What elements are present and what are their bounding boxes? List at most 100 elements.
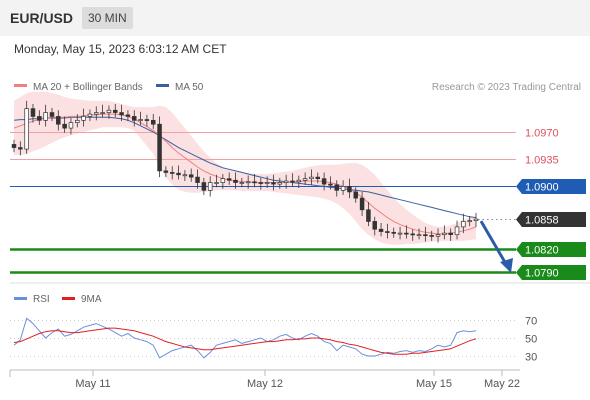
level-tag-1.0858: [516, 212, 586, 227]
candle: [315, 172, 321, 184]
candle: [131, 110, 137, 127]
candle: [113, 104, 118, 118]
ma50-line: [13, 116, 477, 219]
candle: [277, 177, 283, 189]
candle: [397, 226, 403, 240]
ma50-legend-label: MA 50: [175, 82, 204, 93]
candle: [176, 165, 181, 180]
timestamp: Monday, May 15, 2023 6:03:12 AM CET: [14, 42, 227, 56]
ma20-legend-label: MA 20 + Bollinger Bands: [33, 82, 143, 93]
level-tag-1.0790: [516, 265, 586, 280]
candle: [157, 116, 162, 178]
candle: [429, 230, 434, 241]
x-tick-label: May 12: [247, 378, 283, 390]
x-tick-label: May 22: [484, 378, 520, 390]
level-tag-1.0900: [516, 179, 586, 194]
candle: [24, 100, 29, 154]
chart-header: EUR/USD 30 MIN: [0, 0, 590, 36]
candle: [372, 216, 377, 236]
candle: [195, 169, 200, 189]
candle: [290, 173, 295, 187]
candle: [214, 174, 219, 188]
candle: [226, 172, 232, 185]
candle: [461, 213, 466, 234]
candle: [119, 104, 124, 122]
candle: [207, 176, 213, 197]
candle: [100, 104, 105, 118]
ma9-legend-swatch: [62, 297, 75, 300]
candle: [201, 177, 207, 195]
candle: [359, 191, 365, 216]
forecast-arrow: [479, 220, 513, 273]
candle: [62, 116, 67, 133]
candle: [87, 109, 93, 122]
candle: [43, 104, 48, 127]
candle: [37, 110, 42, 125]
candle: [353, 187, 359, 203]
candle: [264, 176, 270, 188]
level-tag-text-1.0820: 1.0820: [525, 245, 559, 257]
forecast-arrow-shaft: [479, 220, 508, 265]
candle: [169, 166, 175, 180]
candle: [68, 118, 74, 135]
level-tag-text-1.0790: 1.0790: [525, 268, 559, 280]
candle: [416, 228, 422, 240]
candle: [138, 111, 143, 125]
candle: [144, 114, 150, 127]
candle: [410, 229, 415, 241]
research-credit: Research © 2023 Trading Central: [432, 82, 581, 93]
rsi-tick-50: 50: [525, 334, 537, 346]
candle: [188, 168, 194, 182]
candle: [391, 227, 396, 238]
candle: [258, 177, 264, 190]
candle: [309, 169, 314, 185]
candle: [442, 225, 447, 240]
forecast-arrow-head: [500, 258, 513, 273]
level-label-1.0935: 1.0935: [525, 155, 559, 167]
candle: [56, 110, 61, 131]
candlesticks: [11, 100, 479, 243]
x-tick-label: May 15: [416, 378, 452, 390]
candle: [473, 212, 479, 227]
candle: [18, 141, 23, 156]
candle: [283, 174, 289, 189]
candle: [435, 228, 441, 243]
level-tags: 1.0970 1.0935 1.0900 1.0858 1.0820 1.0790: [516, 128, 586, 280]
rsi-legend-swatch: [14, 297, 27, 300]
level-tag-text-1.0900: 1.0900: [525, 182, 559, 194]
candle: [454, 220, 460, 240]
candle: [220, 174, 226, 189]
level-tag-text-1.0858: 1.0858: [525, 215, 559, 227]
candle: [106, 105, 112, 119]
candle: [150, 114, 156, 129]
rsi-series-9MA: [13, 327, 477, 355]
candle: [233, 172, 238, 189]
rsi-gridlines: 70 50 30: [10, 316, 537, 364]
candle: [182, 170, 188, 181]
candle: [245, 175, 251, 189]
candle: [49, 107, 55, 122]
candle: [125, 110, 131, 122]
candle: [385, 223, 390, 239]
candle: [366, 202, 371, 227]
candle: [467, 216, 472, 227]
candle: [448, 228, 453, 241]
price-levels: [10, 132, 516, 274]
instrument-symbol: EUR/USD: [10, 10, 74, 26]
candle: [334, 180, 340, 197]
x-tick-label: May 11: [75, 378, 110, 390]
candle: [321, 172, 327, 191]
rsi-legend-label: RSI: [33, 294, 50, 305]
candle: [340, 180, 346, 195]
candle: [328, 176, 333, 190]
candle: [239, 177, 245, 188]
candle: [378, 223, 384, 237]
rsi-lines: [13, 317, 477, 359]
candle: [163, 166, 169, 178]
candle: [271, 174, 276, 191]
timeframe-badge[interactable]: 30 MIN: [82, 7, 133, 29]
x-axis-ticks: May 11 May 12 May 15 May 22: [75, 370, 520, 390]
candle: [75, 114, 80, 128]
ma20-legend-swatch: [14, 84, 27, 87]
candle: [423, 226, 428, 242]
